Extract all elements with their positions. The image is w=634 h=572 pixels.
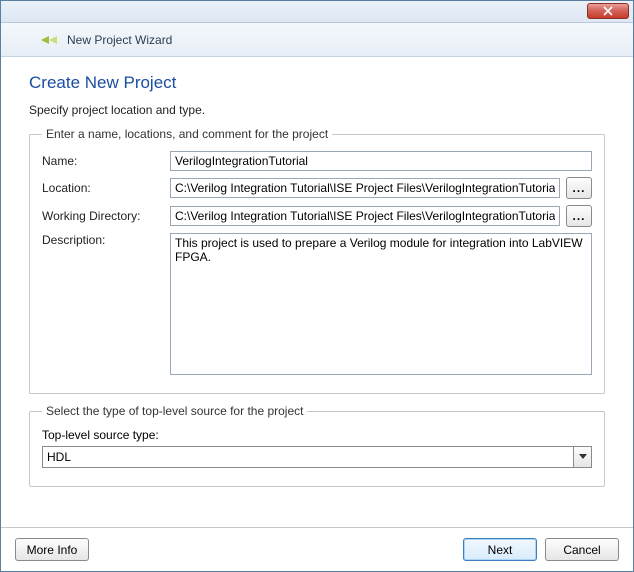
source-type-legend: Select the type of top-level source for … xyxy=(42,404,307,418)
banner-title: New Project Wizard xyxy=(67,33,172,47)
page-heading: Create New Project xyxy=(29,73,605,93)
workdir-browse-button[interactable]: ... xyxy=(566,205,592,227)
source-type-select[interactable]: HDL xyxy=(42,446,592,468)
location-label: Location: xyxy=(42,181,164,195)
cancel-button[interactable]: Cancel xyxy=(545,538,619,561)
name-input[interactable] xyxy=(170,151,592,171)
workdir-label: Working Directory: xyxy=(42,209,164,223)
chevron-down-icon xyxy=(573,447,591,467)
close-icon xyxy=(603,6,613,16)
source-type-value: HDL xyxy=(47,450,71,464)
more-info-button[interactable]: More Info xyxy=(15,538,89,561)
description-label: Description: xyxy=(42,233,164,247)
location-input[interactable] xyxy=(170,178,560,198)
footer: More Info Next Cancel xyxy=(1,527,633,571)
location-browse-button[interactable]: ... xyxy=(566,177,592,199)
close-button[interactable] xyxy=(587,3,629,19)
project-details-legend: Enter a name, locations, and comment for… xyxy=(42,127,332,141)
name-label: Name: xyxy=(42,154,164,168)
description-input[interactable]: This project is used to prepare a Verilo… xyxy=(170,233,592,375)
banner: New Project Wizard xyxy=(1,23,633,57)
source-type-label: Top-level source type: xyxy=(42,428,592,442)
page-subtext: Specify project location and type. xyxy=(29,103,605,117)
source-type-fieldset: Select the type of top-level source for … xyxy=(29,404,605,487)
wizard-window: New Project Wizard Create New Project Sp… xyxy=(0,0,634,572)
wizard-icon xyxy=(41,32,57,48)
next-button[interactable]: Next xyxy=(463,538,537,561)
titlebar xyxy=(1,1,633,23)
content-area: Create New Project Specify project locat… xyxy=(1,57,633,527)
workdir-input[interactable] xyxy=(170,206,560,226)
project-details-fieldset: Enter a name, locations, and comment for… xyxy=(29,127,605,394)
